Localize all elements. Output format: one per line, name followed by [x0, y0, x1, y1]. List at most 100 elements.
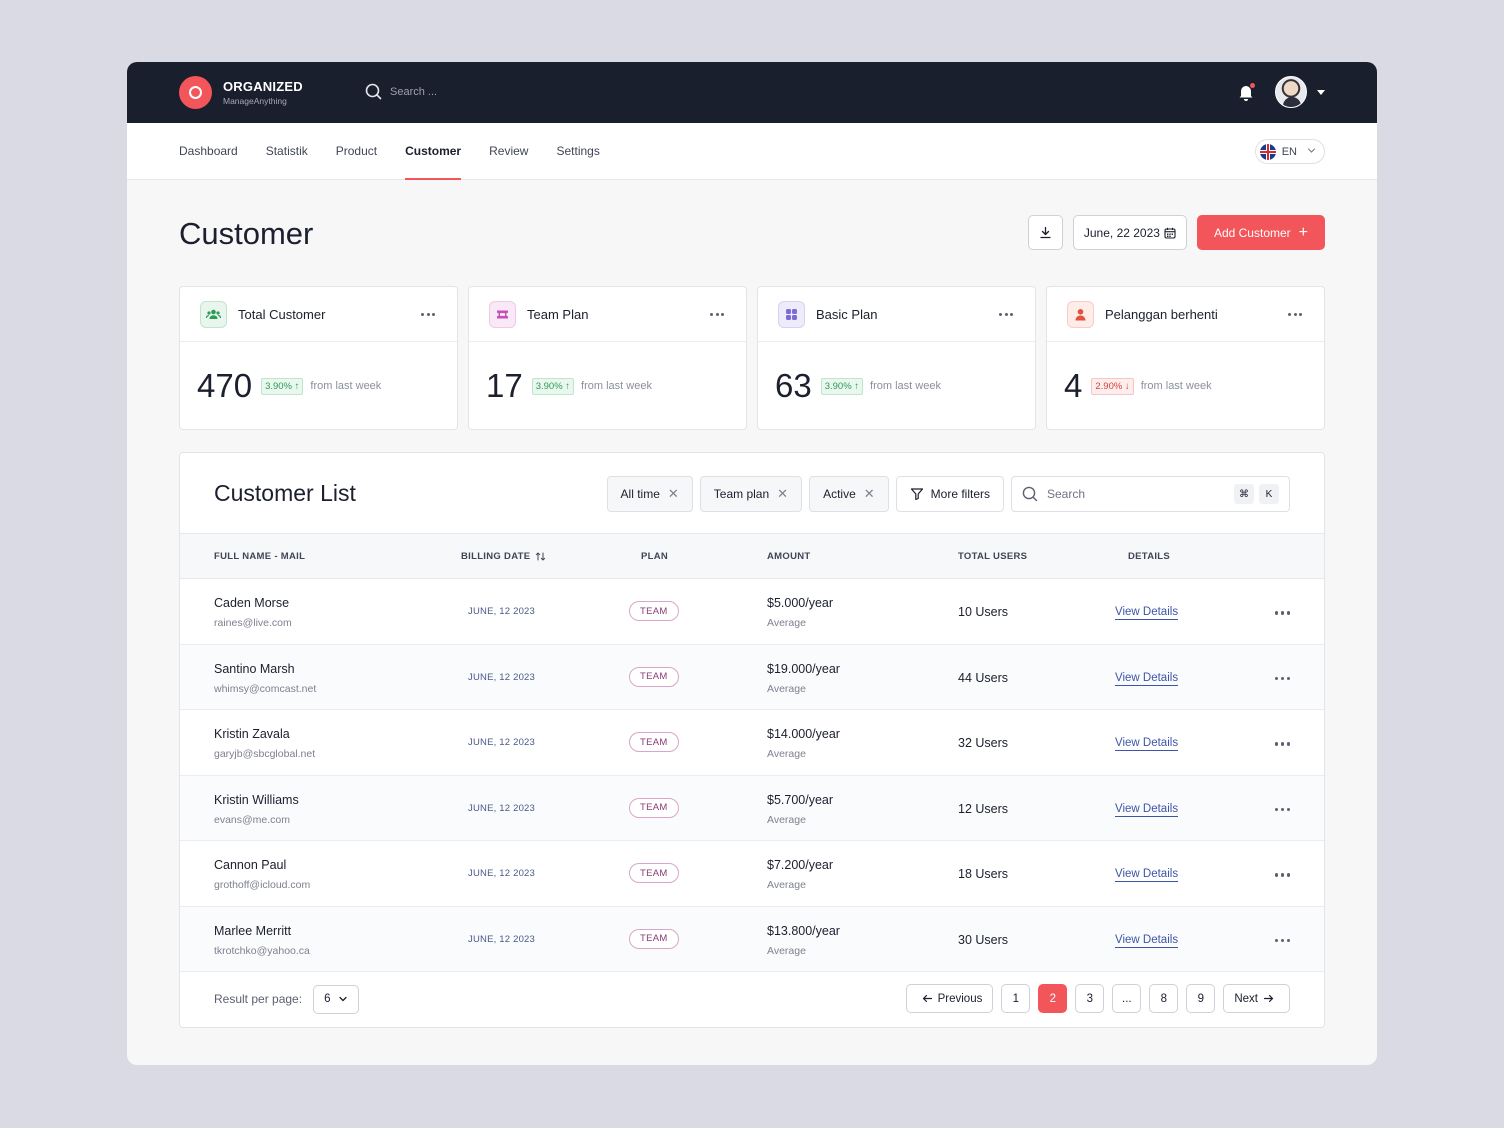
customer-name: Kristin Zavala: [214, 727, 290, 741]
column-header-billing-date[interactable]: BILLING DATE: [461, 551, 546, 562]
customer-name: Caden Morse: [214, 596, 290, 610]
tab-product[interactable]: Product: [335, 144, 378, 158]
view-details-link[interactable]: View Details: [1115, 933, 1179, 948]
total-users: 44 Users: [958, 670, 1009, 685]
tab-dashboard[interactable]: Dashboard: [179, 144, 238, 158]
close-icon[interactable]: ✕: [667, 486, 679, 501]
stat-value: 17: [486, 367, 523, 404]
chevron-down-icon: [339, 996, 347, 1002]
view-details-link[interactable]: View Details: [1115, 606, 1179, 620]
notification-bell[interactable]: [1235, 81, 1257, 103]
page-button[interactable]: 8: [1149, 984, 1179, 1013]
grid-icon: [778, 300, 805, 328]
view-details-link[interactable]: View Details: [1115, 737, 1179, 751]
language-select[interactable]: EN: [1254, 139, 1325, 164]
tab-customer[interactable]: Customer: [405, 123, 462, 180]
filter-chip-time[interactable]: All time ✕: [606, 476, 693, 512]
plus-icon: +: [1298, 223, 1308, 241]
date-picker-button[interactable]: June, 22 2023: [1072, 215, 1187, 250]
more-options-icon[interactable]: [997, 313, 1013, 316]
plan-badge: TEAM: [629, 666, 679, 687]
table-body: Caden Morse raines@live.com JUNE, 12 2023 T…: [180, 579, 1324, 972]
download-button[interactable]: [1027, 215, 1063, 250]
close-icon[interactable]: ✕: [863, 486, 875, 501]
filter-chip-label: Active: [823, 487, 856, 501]
close-icon[interactable]: ✕: [777, 486, 789, 501]
header-actions: June, 22 2023 Add Customer +: [1027, 215, 1325, 250]
filter-chip-status[interactable]: Active ✕: [809, 476, 889, 512]
filter-chip-plan[interactable]: Team plan ✕: [699, 476, 803, 512]
row-more-icon[interactable]: [1272, 742, 1290, 746]
chevron-down-icon[interactable]: [1317, 89, 1325, 95]
top-search-input[interactable]: [390, 85, 590, 98]
row-more-icon[interactable]: [1272, 938, 1290, 942]
amount-value: $13.800/year: [767, 923, 840, 938]
more-options-icon[interactable]: [1286, 313, 1302, 316]
column-header-plan: PLAN: [641, 551, 669, 562]
row-more-icon[interactable]: [1272, 873, 1290, 877]
table-row: Kristin Zavala garyjb@sbcglobal.net JUNE, …: [180, 710, 1324, 776]
add-customer-button[interactable]: Add Customer +: [1196, 215, 1325, 250]
tab-statistik[interactable]: Statistik: [265, 144, 308, 158]
view-details-link[interactable]: View Details: [1115, 802, 1179, 817]
avatar[interactable]: [1275, 76, 1307, 108]
stat-card-body: 470 3.90% ↑ from last week: [180, 342, 457, 430]
next-page-button[interactable]: Next: [1223, 984, 1290, 1013]
view-details-link[interactable]: View Details: [1115, 671, 1179, 686]
row-more-icon[interactable]: [1272, 676, 1290, 680]
page-button[interactable]: 9: [1186, 984, 1216, 1013]
more-filters-button[interactable]: More filters: [895, 476, 1004, 512]
next-label: Next: [1234, 992, 1258, 1005]
table-row: Cannon Paul grothoff@icloud.com JUNE, 12 2…: [180, 841, 1324, 907]
billing-date: JUNE, 12 2023: [468, 671, 536, 683]
customer-email: raines@live.com: [214, 617, 292, 629]
top-bar: ORGANIZED ManageAnything: [127, 62, 1377, 123]
row-more-icon[interactable]: [1272, 611, 1290, 615]
total-users: 10 Users: [958, 605, 1009, 619]
stat-card: Basic Plan 63 3.90% ↑ from last week: [757, 286, 1036, 430]
amount-value: $5.700/year: [767, 792, 834, 807]
change-badge: 2.90% ↓: [1091, 377, 1134, 395]
stat-card-title: Basic Plan: [816, 306, 878, 322]
logo-icon[interactable]: [179, 76, 212, 109]
customer-list-panel: Customer List All time ✕ Team plan ✕ Activ…: [179, 452, 1325, 1028]
per-page-select[interactable]: 6: [313, 984, 360, 1014]
calendar-icon: [1164, 227, 1176, 239]
stat-card-title: Total Customer: [238, 306, 326, 322]
tab-review[interactable]: Review: [489, 144, 529, 158]
view-details-link[interactable]: View Details: [1115, 868, 1179, 882]
more-options-icon[interactable]: [419, 313, 435, 316]
list-search-input[interactable]: [1047, 487, 1229, 501]
amount-note: Average: [767, 748, 806, 760]
tab-settings[interactable]: Settings: [556, 144, 600, 158]
row-more-icon[interactable]: [1272, 807, 1290, 811]
main-nav: Dashboard Statistik Product Customer Review S…: [127, 123, 1377, 180]
stat-card: Pelanggan berhenti 4 2.90% ↓ from last week: [1046, 286, 1325, 430]
amount-value: $14.000/year: [767, 727, 840, 741]
stat-card-header: Team Plan: [469, 287, 746, 342]
change-value: 3.90%: [824, 380, 852, 392]
brand: ORGANIZED ManageAnything: [223, 79, 303, 106]
page-button[interactable]: 1: [1001, 984, 1031, 1013]
uk-flag-icon: [1259, 143, 1276, 160]
customer-email: evans@me.com: [214, 813, 291, 826]
page-button[interactable]: 3: [1075, 984, 1105, 1013]
customer-name: Marlee Merritt: [214, 923, 292, 938]
customer-name: Kristin Williams: [214, 792, 299, 807]
page-title: Customer: [179, 216, 314, 251]
page-button[interactable]: 2: [1038, 984, 1068, 1013]
more-options-icon[interactable]: [708, 313, 724, 316]
previous-page-button[interactable]: Previous: [905, 984, 994, 1013]
stat-card-title: Pelanggan berhenti: [1105, 306, 1218, 322]
app-window: ORGANIZED ManageAnything Dashboard Statis…: [127, 62, 1377, 1065]
billing-date: JUNE, 12 2023: [468, 802, 536, 814]
column-header-label: BILLING DATE: [461, 551, 531, 562]
list-search: ⌘ K: [1011, 476, 1290, 512]
filter-icon: [910, 488, 923, 501]
total-users: 18 Users: [958, 867, 1009, 881]
pagination-bar: Result per page: 6 Previous 1 2 3... 8 9 Next: [180, 971, 1324, 1027]
stat-card-body: 17 3.90% ↑ from last week: [469, 342, 746, 430]
amount-value: $5.000/year: [767, 596, 834, 610]
billing-date: JUNE, 12 2023: [468, 737, 536, 748]
sort-icon[interactable]: [535, 551, 546, 562]
